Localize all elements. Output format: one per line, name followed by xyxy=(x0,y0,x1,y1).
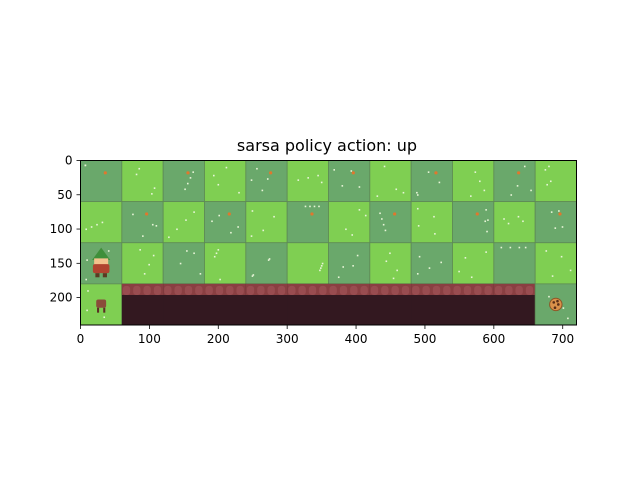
grass-tile xyxy=(121,160,164,203)
flower-icon xyxy=(269,171,273,175)
flower-icon xyxy=(351,171,355,175)
y-axis: 0 50 100 150 200 xyxy=(50,154,81,305)
x-tick-label: 400 xyxy=(345,332,368,346)
x-axis: 0 100 200 300 400 500 600 700 xyxy=(77,325,574,346)
flower-icon xyxy=(186,171,190,175)
cliff-tile xyxy=(245,283,288,326)
cliff-tile xyxy=(452,283,495,326)
y-tick-label: 200 xyxy=(50,291,73,305)
grass-tile xyxy=(369,160,412,203)
cliff-tile xyxy=(493,283,536,326)
grass-tile xyxy=(534,242,577,285)
grass-tile xyxy=(162,201,205,244)
x-tick-label: 600 xyxy=(482,332,505,346)
cliff-tile xyxy=(121,283,164,326)
grass-tile xyxy=(286,242,329,285)
grass-tile xyxy=(245,160,288,203)
grid-world-board xyxy=(80,160,577,326)
elf-agent-icon xyxy=(92,247,111,278)
grass-tile xyxy=(328,160,371,203)
grass-tile xyxy=(286,160,329,203)
stool-icon xyxy=(96,299,107,313)
flower-icon xyxy=(103,171,107,175)
grass-tile xyxy=(493,242,536,285)
grass-tile xyxy=(493,160,536,203)
grass-tile xyxy=(452,201,495,244)
flower-icon xyxy=(310,212,314,216)
grass-tile xyxy=(162,242,205,285)
grass-tile xyxy=(80,160,123,203)
grass-tile xyxy=(245,242,288,285)
grass-tile xyxy=(162,160,205,203)
grass-tile xyxy=(452,160,495,203)
cliff-tile xyxy=(287,283,329,326)
grass-tile xyxy=(369,242,412,285)
grass-tile xyxy=(121,201,164,244)
grass-tile xyxy=(452,242,495,285)
x-tick-label: 0 xyxy=(77,332,85,346)
grass-tile xyxy=(410,242,453,285)
y-tick-label: 0 xyxy=(65,154,73,168)
flower-icon xyxy=(517,171,521,175)
grass-tile xyxy=(410,201,453,244)
grass-tile xyxy=(534,201,577,244)
x-tick-label: 700 xyxy=(551,332,574,346)
grass-tile xyxy=(534,160,577,203)
grass-tile xyxy=(204,242,247,285)
x-tick-label: 300 xyxy=(276,332,299,346)
y-tick-label: 150 xyxy=(50,256,73,270)
x-tick-label: 500 xyxy=(413,332,436,346)
flower-icon xyxy=(558,212,562,216)
plot-title: sarsa policy action: up xyxy=(237,136,417,155)
y-tick-label: 100 xyxy=(50,222,73,236)
cliff-tile xyxy=(163,283,205,326)
grass-tile xyxy=(369,201,412,244)
cliff-tile xyxy=(369,283,412,326)
grass-tile xyxy=(328,242,371,285)
grass-tile xyxy=(204,160,247,203)
cliff-tile xyxy=(204,283,247,326)
flower-icon xyxy=(393,212,397,216)
cliff-tile xyxy=(328,283,371,326)
grass-tile xyxy=(121,242,164,285)
y-tick-label: 50 xyxy=(57,188,72,202)
cliff-tile xyxy=(411,283,453,326)
x-tick-label: 100 xyxy=(138,332,161,346)
grass-tile xyxy=(245,201,288,244)
flower-icon xyxy=(475,212,479,216)
grass-tile xyxy=(410,160,453,203)
grass-tile xyxy=(493,201,536,244)
flower-icon xyxy=(145,212,149,216)
flower-icon xyxy=(227,212,231,216)
grass-tile xyxy=(204,201,247,244)
grass-tile xyxy=(328,201,371,244)
flower-icon xyxy=(434,171,438,175)
cookie-icon xyxy=(549,297,563,312)
x-tick-label: 200 xyxy=(207,332,230,346)
grass-tile xyxy=(80,201,123,244)
grass-tile xyxy=(286,201,329,244)
axes-frame xyxy=(80,160,577,326)
